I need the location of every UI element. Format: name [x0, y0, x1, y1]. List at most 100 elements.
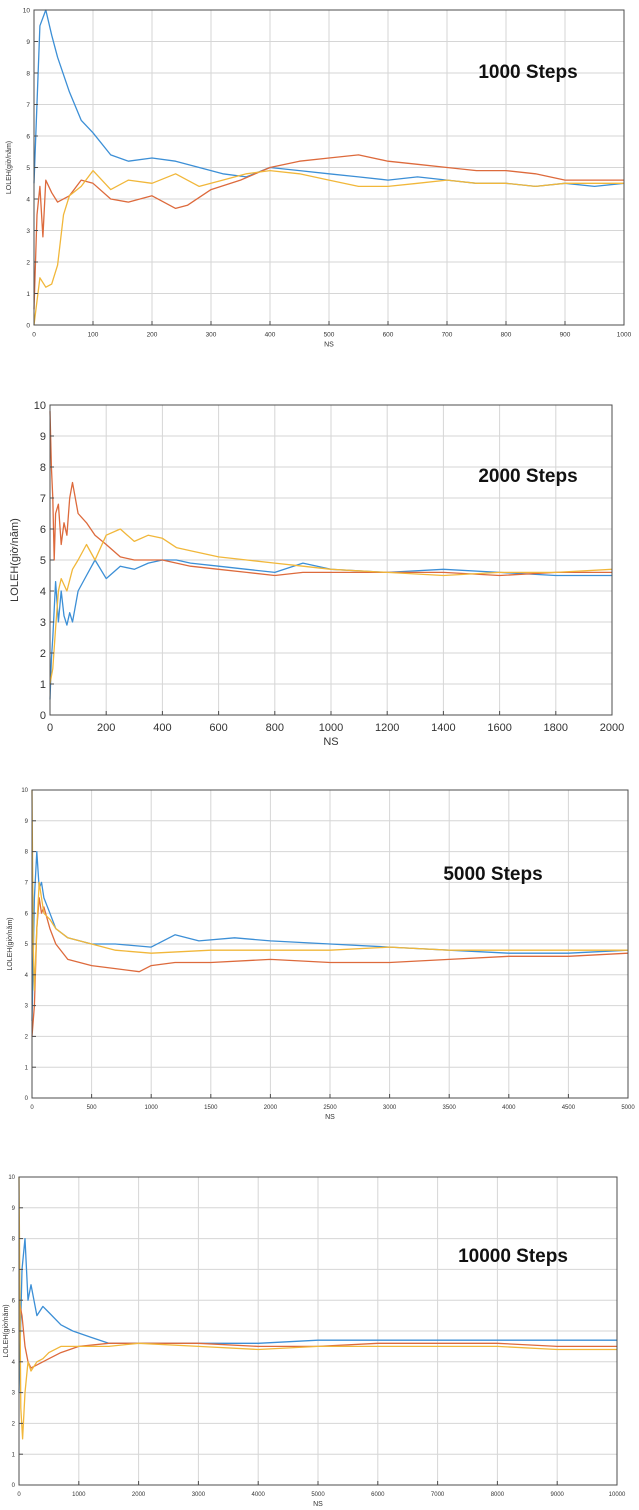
x-tick-label: 2000 [132, 1492, 146, 1498]
x-tick-label: 600 [383, 332, 394, 339]
x-tick-label: 4000 [252, 1492, 266, 1498]
x-tick-label: 200 [147, 332, 158, 339]
y-tick-label: 3 [40, 617, 46, 629]
y-tick-label: 5 [40, 555, 46, 567]
series-line-3 [18, 1176, 617, 1440]
y-axis-label: LOLEH(giờ/năm) [7, 917, 14, 970]
x-tick-label: 4000 [502, 1105, 516, 1111]
x-tick-label: 9000 [551, 1492, 565, 1498]
chart-panel-4: 0 1000 2000 3000 4000 5000 6000 7000 8000 9000 100… [3, 1175, 626, 1508]
y-tick-label: 8 [25, 850, 29, 856]
y-tick-label: 1 [25, 1065, 29, 1071]
x-tick-label: 400 [265, 332, 276, 339]
y-tick-label: 9 [25, 819, 29, 825]
x-tick-label: 1000 [617, 332, 632, 339]
series-line-3 [33, 169, 624, 326]
series-line-1 [18, 1237, 617, 1393]
chart-panel-1: 0 100 200 300 400 500 600 700 800 900 1000 0 1 2 3 4 5 6 7… [6, 7, 632, 348]
y-tick-label: 7 [25, 881, 29, 887]
series-line-2 [33, 154, 624, 310]
series-line-3 [49, 528, 613, 685]
x-tick-label: 400 [153, 722, 171, 734]
x-tick-label: 10000 [609, 1492, 626, 1498]
y-tick-label: 2 [40, 648, 46, 660]
x-axis-label: NS [323, 736, 338, 748]
x-axis-label: NS [313, 1501, 323, 1508]
y-tick-label: 0 [40, 710, 46, 722]
x-tick-label: 3000 [383, 1105, 397, 1111]
x-tick-label: 1400 [431, 722, 455, 734]
x-tick-label: 3500 [443, 1105, 457, 1111]
y-tick-label: 6 [26, 133, 30, 140]
x-tick-label: 200 [97, 722, 115, 734]
x-tick-label: 2500 [323, 1105, 337, 1111]
y-tick-label: 7 [40, 493, 46, 505]
x-tick-label: 3000 [192, 1492, 206, 1498]
x-tick-label: 0 [47, 722, 53, 734]
y-tick-label: 5 [25, 942, 29, 948]
x-tick-label: 1500 [204, 1105, 218, 1111]
y-tick-label: 4 [40, 586, 46, 598]
y-tick-label: 6 [40, 524, 46, 536]
y-tick-label: 10 [8, 1175, 15, 1181]
x-tick-label: 500 [324, 332, 335, 339]
x-tick-label: 700 [442, 332, 453, 339]
series-line-3 [31, 789, 628, 991]
x-axis-label: NS [324, 342, 334, 349]
steps-annotation: 2000 Steps [478, 466, 577, 487]
y-tick-label: 10 [23, 7, 31, 14]
y-axis-label: LOLEH(giờ/năm) [3, 1304, 10, 1357]
y-tick-label: 3 [26, 228, 30, 235]
y-tick-label: 1 [12, 1452, 16, 1458]
x-tick-label: 1600 [487, 722, 511, 734]
y-tick-label: 8 [12, 1237, 16, 1243]
y-tick-label: 0 [25, 1096, 29, 1102]
x-tick-label: 900 [560, 332, 571, 339]
x-tick-label: 5000 [621, 1105, 635, 1111]
x-tick-label: 6000 [371, 1492, 385, 1498]
chart-panel-2: 0 200 400 600 800 1000 1200 1400 1600 1800 2000 0 1 2… [9, 400, 624, 748]
y-tick-label: 8 [40, 462, 46, 474]
x-tick-label: 5000 [311, 1492, 325, 1498]
x-axis-label: NS [325, 1114, 335, 1121]
y-tick-label: 5 [26, 165, 30, 172]
y-tick-label: 10 [34, 400, 46, 412]
y-tick-label: 1 [26, 291, 30, 298]
y-tick-label: 2 [26, 259, 30, 266]
x-tick-label: 300 [206, 332, 217, 339]
y-tick-label: 5 [12, 1329, 16, 1335]
x-tick-label: 1000 [72, 1492, 86, 1498]
x-tick-label: 1000 [319, 722, 343, 734]
y-tick-label: 2 [25, 1035, 29, 1041]
y-tick-label: 4 [25, 973, 29, 979]
y-tick-label: 3 [12, 1391, 16, 1397]
y-tick-label: 10 [21, 788, 28, 794]
x-tick-label: 7000 [431, 1492, 445, 1498]
x-tick-label: 800 [266, 722, 284, 734]
x-tick-label: 1800 [544, 722, 568, 734]
y-tick-label: 7 [26, 102, 30, 109]
series-line-2 [31, 897, 629, 1037]
y-tick-label: 9 [12, 1206, 16, 1212]
y-axis-label: LOLEH(giờ/năm) [9, 518, 21, 602]
x-tick-label: 0 [17, 1492, 21, 1498]
x-tick-label: 2000 [600, 722, 624, 734]
y-tick-label: 3 [25, 1004, 29, 1010]
x-tick-label: 2000 [264, 1105, 278, 1111]
x-tick-label: 500 [87, 1105, 98, 1111]
y-tick-label: 7 [12, 1268, 16, 1274]
y-tick-label: 2 [12, 1422, 16, 1428]
x-tick-label: 0 [32, 332, 36, 339]
y-tick-label: 6 [25, 911, 29, 917]
steps-annotation: 1000 Steps [478, 62, 577, 83]
x-tick-label: 100 [88, 332, 99, 339]
y-tick-label: 4 [26, 196, 30, 203]
x-tick-label: 0 [30, 1105, 34, 1111]
y-tick-label: 9 [26, 39, 30, 46]
series-line-2 [49, 411, 612, 577]
x-tick-label: 600 [209, 722, 227, 734]
y-tick-label: 4 [12, 1360, 16, 1366]
x-tick-label: 1000 [145, 1105, 159, 1111]
y-tick-label: 6 [12, 1298, 16, 1304]
